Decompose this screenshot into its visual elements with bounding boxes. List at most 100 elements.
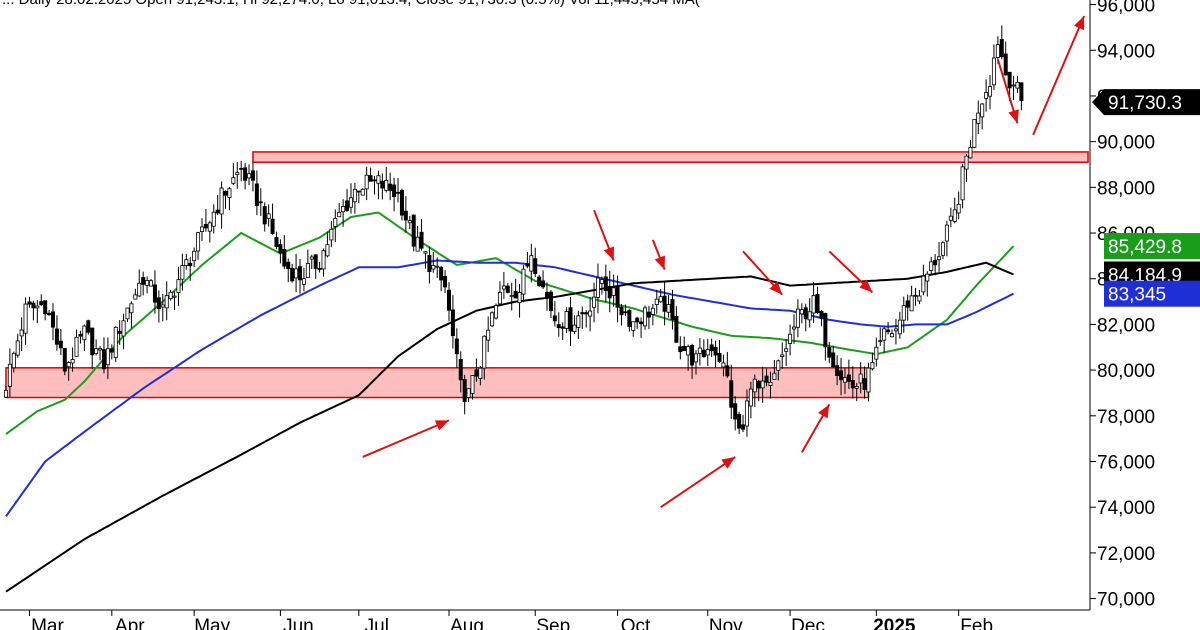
candle-body xyxy=(674,316,679,343)
candle-body xyxy=(678,346,683,353)
candle-body xyxy=(235,172,240,175)
candle-body xyxy=(35,305,40,309)
candle-body xyxy=(893,328,898,332)
x-tick-label: 2025 xyxy=(873,616,916,630)
candle-body xyxy=(7,363,12,387)
moving-average-line xyxy=(5,261,1014,593)
candle-body xyxy=(90,327,95,356)
candle-body xyxy=(392,184,397,198)
candle-body xyxy=(1007,71,1012,89)
y-tick-label: 94,000 xyxy=(1097,41,1155,62)
candle-body xyxy=(870,361,875,370)
candle-body xyxy=(31,302,36,309)
candle-body xyxy=(701,349,706,358)
price-tag-box xyxy=(1104,280,1200,307)
candle-body xyxy=(521,268,526,295)
candle-body xyxy=(784,348,789,352)
candle-body xyxy=(462,379,467,402)
candle-body xyxy=(748,388,753,407)
candle-body xyxy=(443,276,448,288)
price-tag-box xyxy=(1104,233,1200,260)
candle-body xyxy=(494,305,499,319)
candle-body xyxy=(913,294,918,297)
candle-body xyxy=(670,299,675,320)
candle-body xyxy=(270,218,275,234)
candle-body xyxy=(925,273,930,282)
candle-body xyxy=(94,348,99,355)
annotation-arrow-head xyxy=(1073,15,1085,31)
candle-body xyxy=(113,326,118,358)
candle-body xyxy=(341,206,346,213)
candle-body xyxy=(705,349,710,356)
candle-body xyxy=(976,112,981,124)
candle-body xyxy=(709,344,714,352)
candle-body xyxy=(439,267,444,281)
candle-body xyxy=(780,354,785,357)
candle-body xyxy=(803,307,808,320)
candle-body xyxy=(552,315,557,322)
candle-body xyxy=(62,348,67,372)
y-tick-label: 76,000 xyxy=(1097,452,1155,473)
x-tick-label: Nov xyxy=(709,616,743,630)
x-tick-label: Jun xyxy=(283,616,314,630)
candle-body xyxy=(576,315,581,328)
candle-body xyxy=(752,378,757,393)
candle-body xyxy=(760,380,765,389)
candle-body xyxy=(27,301,32,305)
y-tick-label: 96,000 xyxy=(1097,0,1155,17)
candle-body xyxy=(866,367,871,393)
candle-body xyxy=(890,333,895,338)
candle-body xyxy=(345,200,350,211)
candle-body xyxy=(811,295,816,314)
candle-body xyxy=(199,226,204,233)
candle-body xyxy=(372,179,377,182)
candle-body xyxy=(862,378,867,390)
candle-body xyxy=(411,214,416,247)
candle-body xyxy=(646,311,651,318)
candle-body xyxy=(658,296,663,303)
candle-body xyxy=(137,282,142,297)
candle-body xyxy=(282,249,287,267)
candle-body xyxy=(580,312,585,315)
candle-body xyxy=(258,201,263,204)
candle-body xyxy=(313,254,318,269)
candle-body xyxy=(388,183,393,191)
candle-body xyxy=(729,380,734,408)
candle-body xyxy=(827,346,832,358)
candle-body xyxy=(3,389,8,398)
annotation-arrow-head xyxy=(1008,109,1019,124)
price-tag-label: 85,429.8 xyxy=(1108,237,1182,258)
candle-body xyxy=(274,237,279,247)
candle-body xyxy=(317,268,322,270)
candle-body xyxy=(513,290,518,299)
candle-body xyxy=(380,180,385,189)
candle-body xyxy=(886,329,891,333)
candle-body xyxy=(819,310,824,319)
candle-body xyxy=(878,340,883,343)
candle-body xyxy=(623,311,628,314)
x-tick-label: Feb xyxy=(960,616,993,630)
price-tag-box xyxy=(1104,89,1200,116)
candle-body xyxy=(917,295,922,302)
candle-body xyxy=(995,44,1000,58)
candle-body xyxy=(662,295,667,312)
candle-body xyxy=(129,303,134,314)
candle-body xyxy=(744,400,749,427)
candle-body xyxy=(501,285,506,290)
candle-body xyxy=(164,295,169,309)
candle-body xyxy=(901,305,906,321)
candle-body xyxy=(184,259,189,266)
candle-body xyxy=(599,279,604,284)
candle-body xyxy=(278,244,283,254)
candle-body xyxy=(595,277,600,298)
candle-body xyxy=(776,360,781,371)
candle-body xyxy=(572,324,577,332)
candle-body xyxy=(795,308,800,328)
candle-body xyxy=(223,191,228,196)
x-tick-label: Apr xyxy=(115,616,145,630)
candle-body xyxy=(192,250,197,262)
y-tick-label: 82,000 xyxy=(1097,315,1155,336)
candle-body xyxy=(999,38,1004,58)
candle-body xyxy=(768,381,773,386)
